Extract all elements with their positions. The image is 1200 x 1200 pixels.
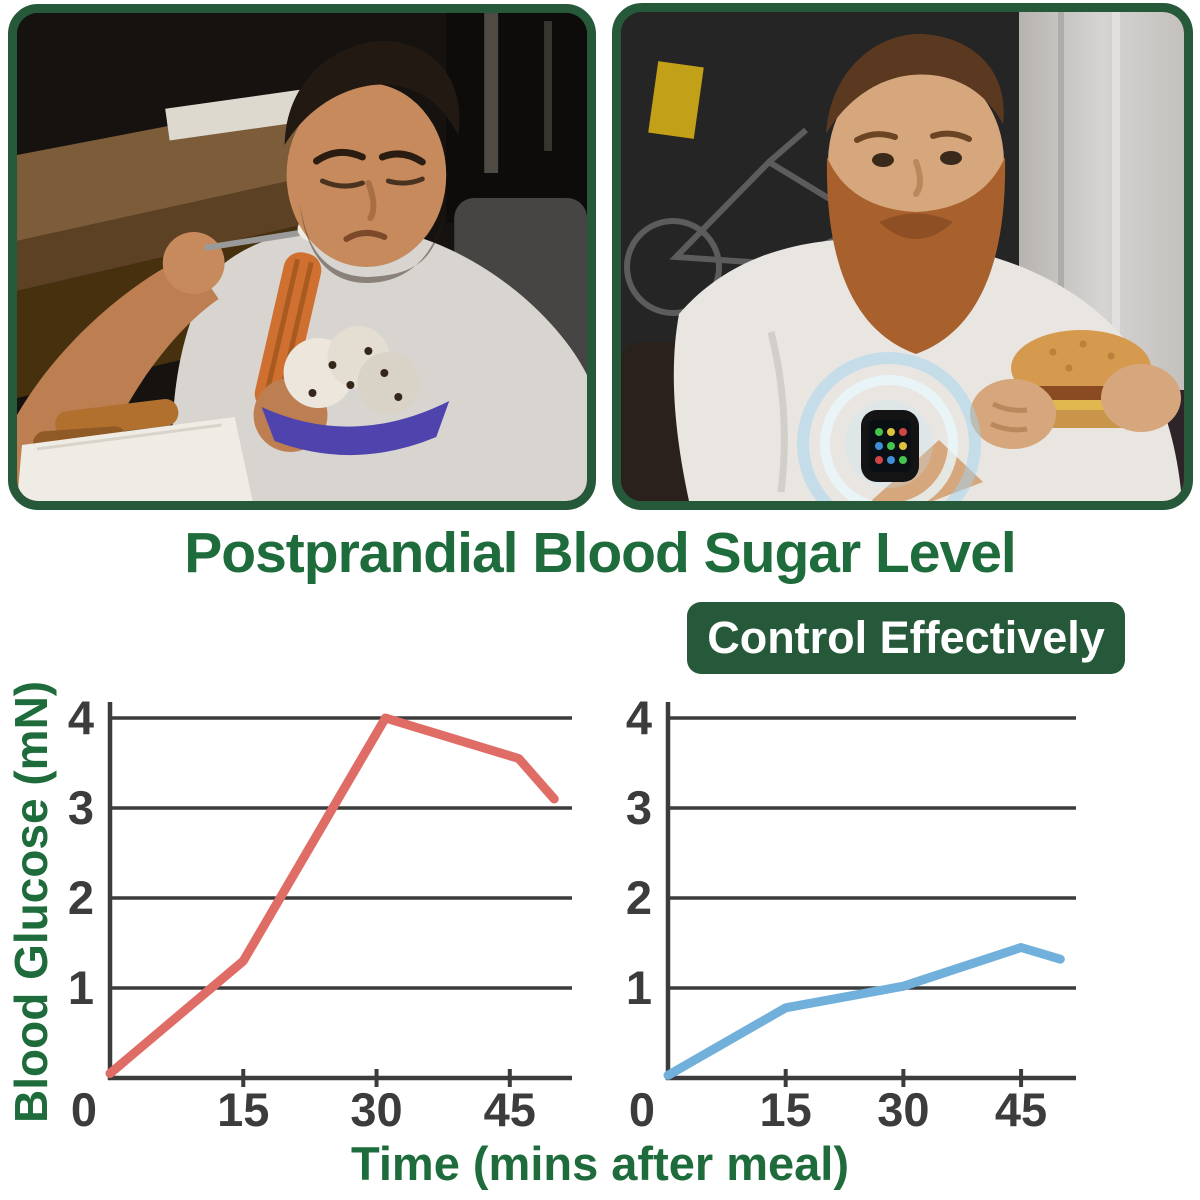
x-tick-label: 30	[877, 1083, 929, 1136]
yellow-object	[648, 61, 704, 139]
hand-right	[1101, 364, 1181, 432]
purple-bowl	[261, 401, 450, 456]
control-effectively-badge: Control Effectively	[687, 602, 1125, 674]
uncontrolled-blood-sugar-line	[105, 713, 559, 1078]
mustache	[879, 213, 953, 239]
window-frame-bar	[484, 13, 499, 173]
closed-eye-2	[385, 176, 425, 186]
x-tick-label: 15	[217, 1083, 269, 1136]
white-box-on-shelf	[165, 89, 307, 141]
y-tick-label: 3	[68, 781, 94, 834]
shirt-fold	[767, 331, 788, 493]
hand-left	[970, 379, 1056, 449]
nose	[365, 180, 377, 221]
page-title: Postprandial Blood Sugar Level	[184, 521, 1017, 585]
y-tick-label: 3	[626, 781, 652, 834]
y-axis-label: Blood Glucose (mN)	[5, 680, 57, 1124]
y-tick-label: 2	[68, 871, 94, 924]
brown-hair	[826, 33, 1004, 134]
y-tick-label: 1	[626, 961, 652, 1014]
x-tick-label: 15	[760, 1083, 812, 1136]
photo-smartwatch-illustration	[621, 12, 1184, 501]
y-tick-label: 4	[626, 691, 652, 744]
beard	[826, 157, 1006, 354]
photo-frame-overeating	[8, 4, 596, 510]
frown-mouth	[343, 230, 388, 242]
chart-uncontrolled-glucose: 15 30 45 0 1 2 3 4	[68, 691, 572, 1136]
photo-frame-smartwatch	[612, 3, 1193, 510]
head	[284, 40, 460, 283]
wrist	[871, 440, 983, 501]
dessert-cup	[261, 326, 450, 456]
man-eating-burger	[673, 33, 1182, 501]
closed-eye	[319, 178, 365, 189]
photo-overeating-illustration	[17, 13, 587, 501]
smartwatch-glow	[797, 352, 983, 501]
chart-controlled-glucose: 15 30 45 0 1 2 3 4	[626, 691, 1076, 1136]
man-eating-dessert	[17, 40, 587, 501]
fork	[204, 227, 316, 251]
y-tick-label: 2	[626, 871, 652, 924]
x-tick-label: 45	[484, 1083, 536, 1136]
dark-window-area	[446, 13, 587, 223]
smartwatch-icon	[861, 410, 919, 482]
churro-in-box	[55, 399, 179, 438]
nose	[913, 159, 923, 197]
x-tick-label: 45	[995, 1083, 1047, 1136]
eye	[872, 153, 894, 167]
x-tick-label: 30	[350, 1083, 402, 1136]
y-tick-label: 1	[68, 961, 94, 1014]
fork-hand	[162, 232, 225, 294]
curly-hair	[284, 40, 460, 145]
controlled-blood-sugar-line	[663, 943, 1065, 1080]
finger-lines	[989, 401, 1028, 433]
x-axis-label: Time (mins after meal)	[350, 1137, 850, 1190]
takeout-box	[17, 399, 253, 501]
origin-tick-label: 0	[629, 1083, 655, 1136]
eye-2	[940, 151, 962, 165]
origin-tick-label: 0	[71, 1083, 97, 1136]
y-tick-label: 4	[68, 691, 94, 744]
window-frame-bar-2	[544, 21, 553, 151]
